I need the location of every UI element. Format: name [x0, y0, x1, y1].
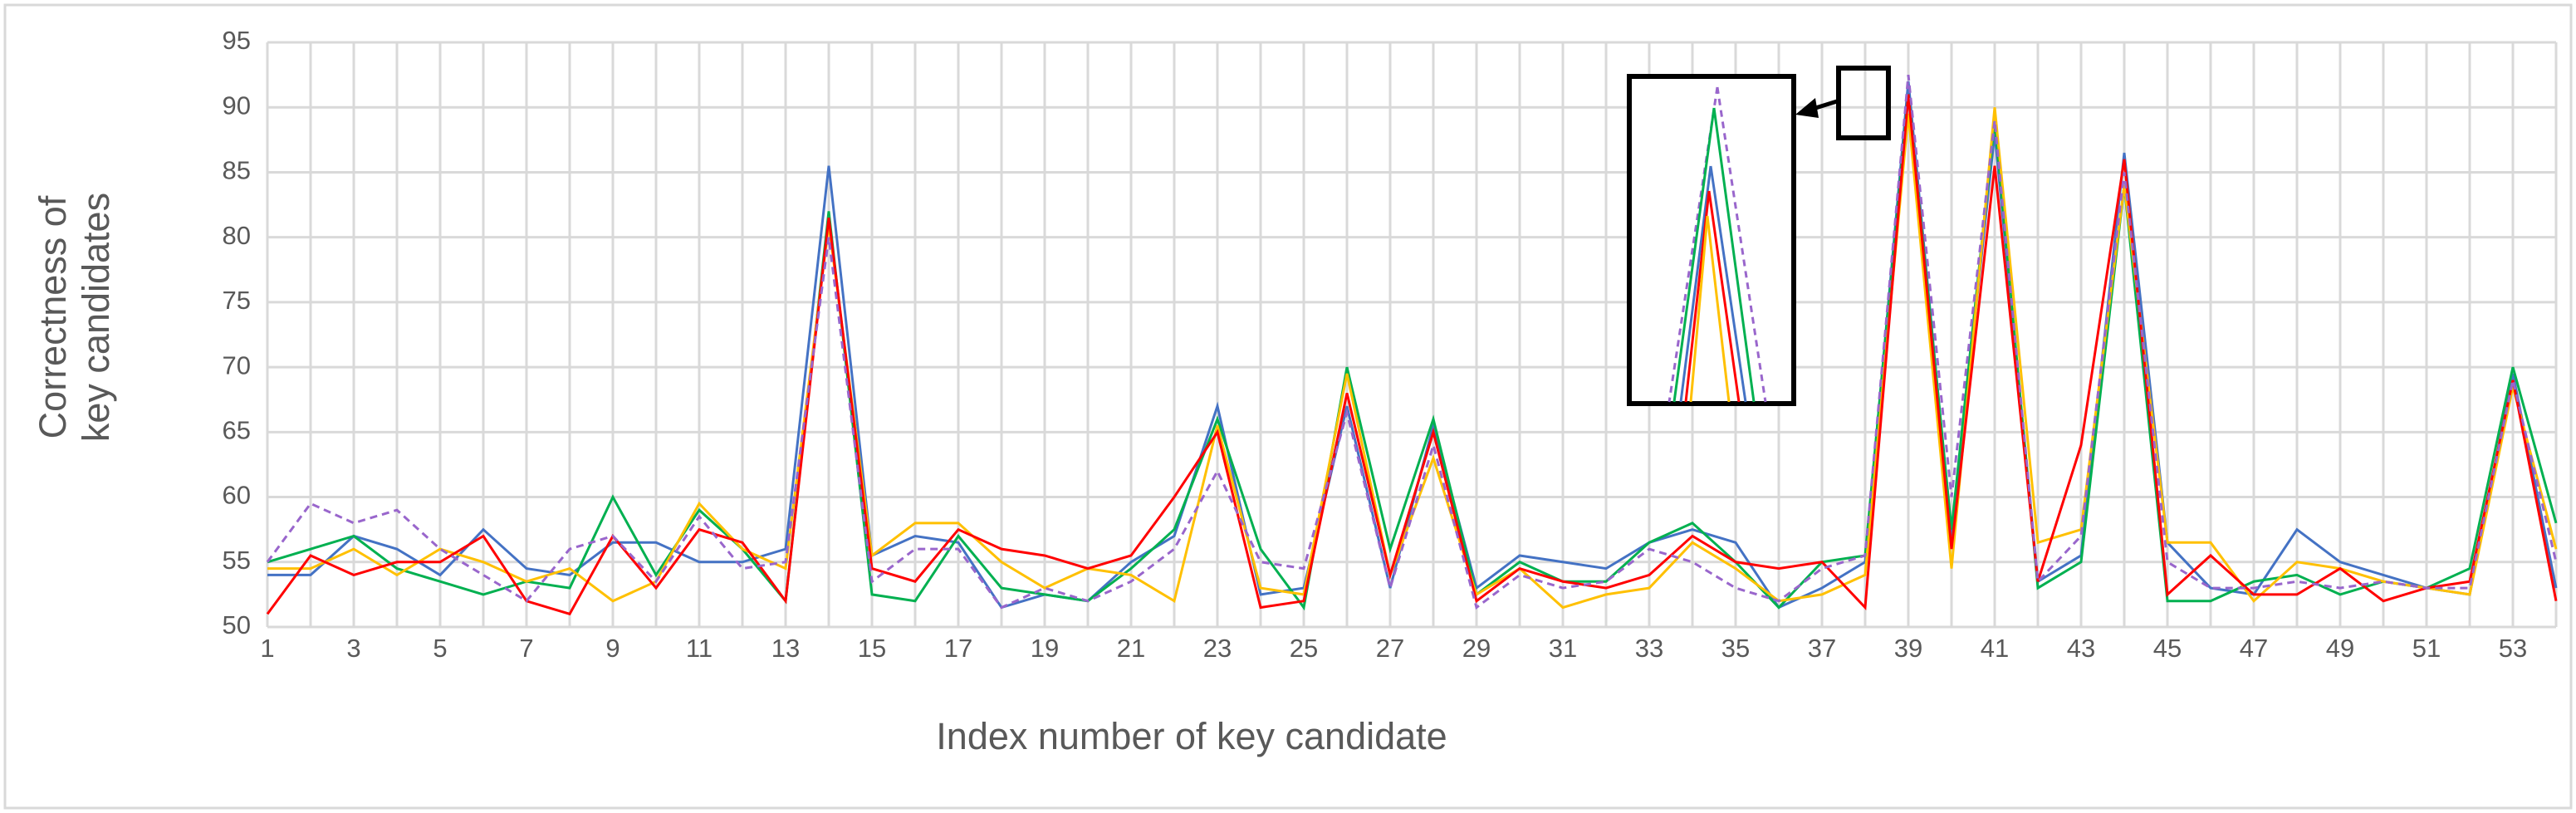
y-tick-label: 60	[223, 481, 251, 510]
x-tick-label: 37	[1808, 634, 1836, 663]
x-tick-label: 49	[2326, 634, 2354, 663]
x-tick-label: 1	[260, 634, 274, 663]
inset-line	[1716, 86, 1767, 403]
y-tick-label: 55	[223, 546, 251, 575]
x-tick-label: 33	[1635, 634, 1663, 663]
x-tick-label: 13	[771, 634, 800, 663]
x-tick-label: 11	[686, 634, 713, 663]
x-tick-label: 15	[858, 634, 886, 663]
y-tick-label: 85	[223, 156, 251, 185]
x-tick-label: 3	[346, 634, 360, 663]
x-axis-title: Index number of key candidate	[936, 715, 1447, 757]
zoom-target-box	[1836, 66, 1891, 140]
x-tick-label: 41	[1981, 634, 2009, 663]
x-tick-label: 21	[1117, 634, 1145, 663]
x-tick-label: 43	[2067, 634, 2095, 663]
series-line	[266, 74, 2558, 610]
x-tick-label: 35	[1721, 634, 1750, 663]
inset-line	[1709, 165, 1747, 403]
y-tick-label: 65	[223, 416, 251, 445]
zoom-arrow-head	[1795, 98, 1819, 118]
zoom-inset	[1627, 66, 1891, 406]
x-tick-label: 39	[1894, 634, 1922, 663]
y-axis-title: Correctness of key candidates	[32, 192, 117, 443]
x-tick-label: 47	[2240, 634, 2268, 663]
x-tick-label: 9	[605, 634, 620, 663]
x-tick-label: 7	[519, 634, 533, 663]
series-line	[266, 94, 2558, 616]
x-tick-label: 53	[2499, 634, 2527, 663]
x-tick-label: 27	[1376, 634, 1404, 663]
x-tick-label: 19	[1031, 634, 1059, 663]
x-tick-label: 29	[1462, 634, 1491, 663]
x-tick-label: 17	[944, 634, 972, 663]
inset-line	[1689, 215, 1709, 403]
inset-line	[1672, 107, 1716, 403]
series-line	[267, 107, 2558, 610]
x-tick-label: 51	[2412, 634, 2441, 663]
x-tick-label: 5	[433, 634, 447, 663]
x-tick-label: 25	[1290, 634, 1318, 663]
inset-line	[1684, 190, 1711, 403]
inset-line	[1712, 107, 1756, 403]
x-tick-label: 23	[1203, 634, 1232, 663]
y-tick-label: 90	[223, 91, 251, 120]
inset-line	[1679, 165, 1712, 403]
y-tick-label: 80	[223, 221, 251, 250]
x-tick-label: 31	[1549, 634, 1577, 663]
x-tick-label: 45	[2153, 634, 2182, 663]
y-tick-label: 70	[223, 350, 251, 380]
y-tick-label: 95	[223, 26, 251, 55]
series-line	[267, 94, 2558, 611]
y-tick-label: 75	[223, 286, 251, 315]
inset-line	[1707, 190, 1741, 403]
y-tick-label: 50	[223, 610, 251, 639]
chart-border	[3, 3, 2573, 810]
inset-line	[1706, 215, 1731, 403]
